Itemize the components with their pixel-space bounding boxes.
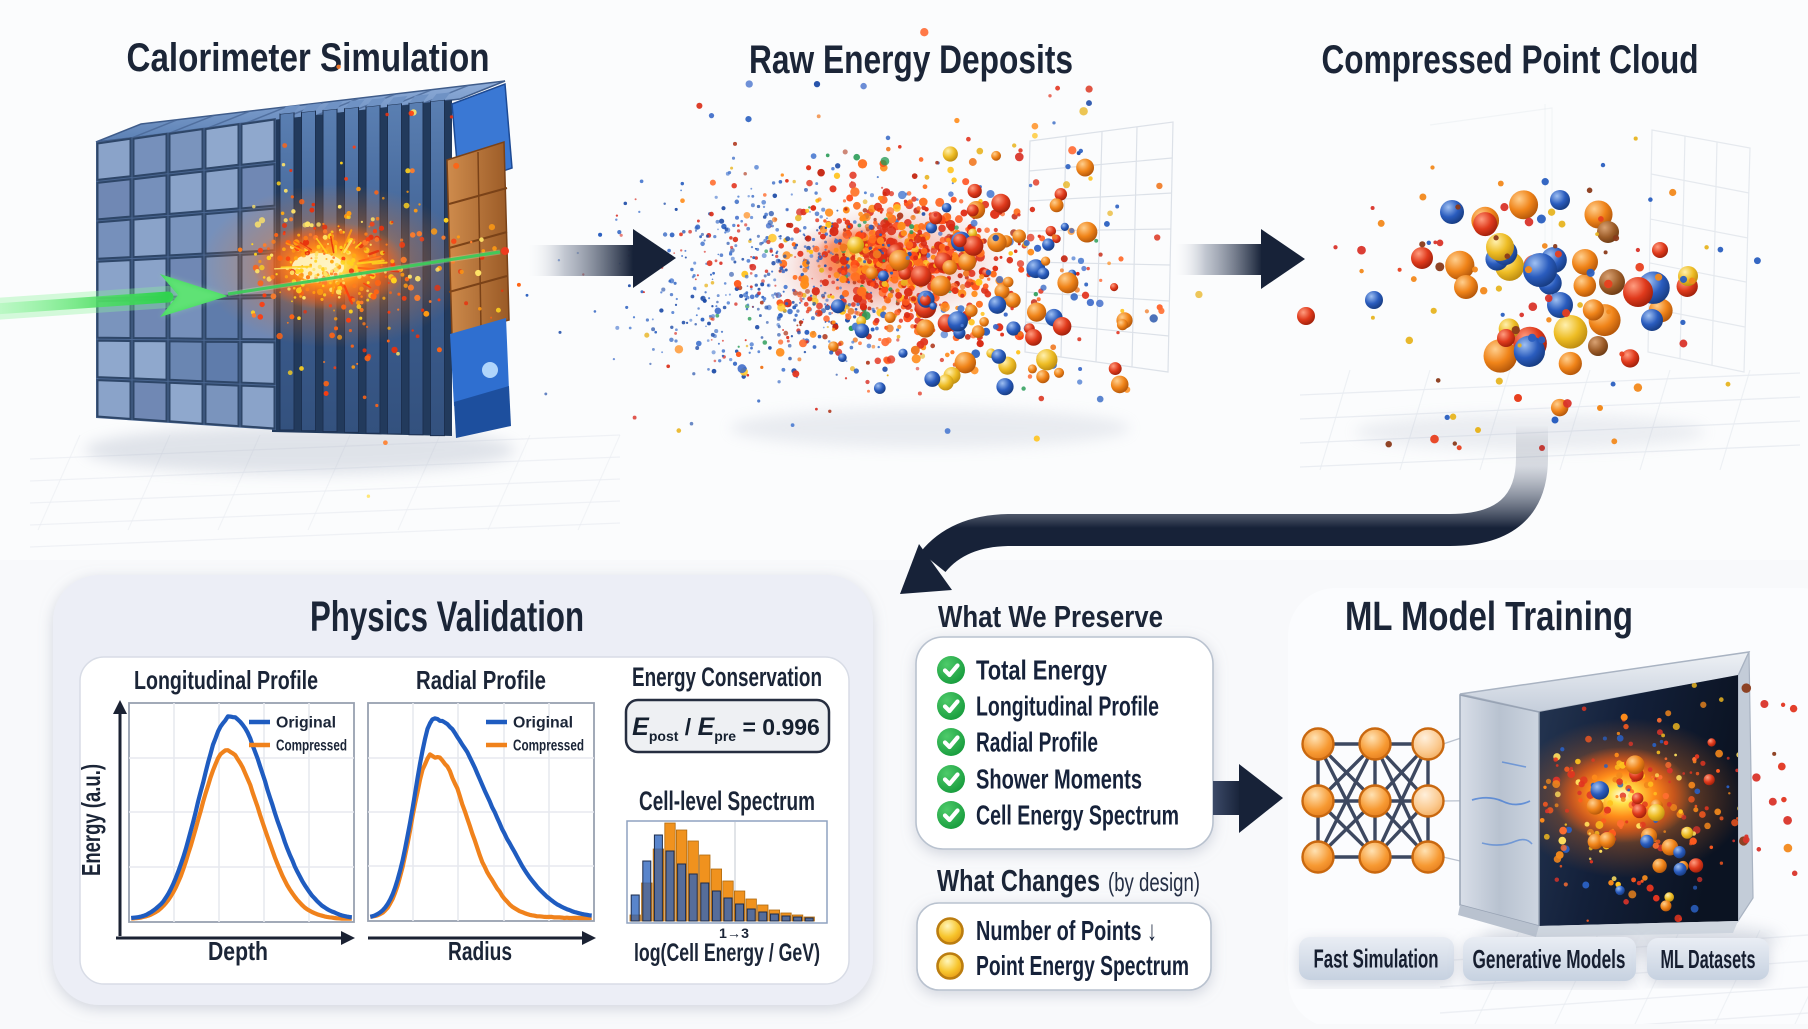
- svg-text:Radius: Radius: [448, 936, 512, 966]
- svg-text:Depth: Depth: [208, 936, 268, 966]
- svg-text:Radial Profile: Radial Profile: [976, 727, 1098, 758]
- svg-text:Number of Points ↓: Number of Points ↓: [976, 915, 1157, 946]
- svg-text:Radial Profile: Radial Profile: [416, 665, 546, 695]
- svg-text:log(Cell Energy / GeV): log(Cell Energy / GeV): [634, 939, 820, 967]
- svg-text:Compressed Point Cloud: Compressed Point Cloud: [1322, 38, 1699, 82]
- svg-text:Calorimeter Simulation: Calorimeter Simulation: [127, 36, 490, 80]
- svg-text:Raw Energy Deposits: Raw Energy Deposits: [749, 38, 1073, 82]
- svg-text:Compressed: Compressed: [513, 738, 584, 755]
- svg-text:Original: Original: [276, 715, 336, 732]
- svg-text:(by design): (by design): [1108, 867, 1200, 897]
- svg-text:Cell Energy Spectrum: Cell Energy Spectrum: [976, 800, 1179, 831]
- svg-text:Shower Moments: Shower Moments: [976, 764, 1142, 795]
- svg-text:What We Preserve: What We Preserve: [938, 599, 1163, 634]
- svg-text:Energy (a.u.): Energy (a.u.): [76, 764, 106, 876]
- svg-text:Total Energy: Total Energy: [976, 655, 1107, 686]
- svg-text:Fast Simulation: Fast Simulation: [1314, 944, 1439, 974]
- svg-text:Point Energy Spectrum: Point Energy Spectrum: [976, 950, 1189, 981]
- svg-text:Compressed: Compressed: [276, 738, 347, 755]
- svg-text:What Changes: What Changes: [937, 863, 1100, 898]
- svg-text:Energy Conservation: Energy Conservation: [632, 662, 822, 692]
- svg-text:ML Model Training: ML Model Training: [1345, 593, 1633, 639]
- svg-text:Physics Validation: Physics Validation: [310, 593, 584, 641]
- svg-text:Cell-level Spectrum: Cell-level Spectrum: [639, 786, 815, 816]
- svg-text:Original: Original: [513, 715, 573, 732]
- svg-text:Generative Models: Generative Models: [1473, 944, 1626, 974]
- svg-text:Longitudinal Profile: Longitudinal Profile: [976, 691, 1159, 722]
- svg-text:Longitudinal Profile: Longitudinal Profile: [134, 665, 318, 695]
- svg-text:ML Datasets: ML Datasets: [1661, 944, 1756, 974]
